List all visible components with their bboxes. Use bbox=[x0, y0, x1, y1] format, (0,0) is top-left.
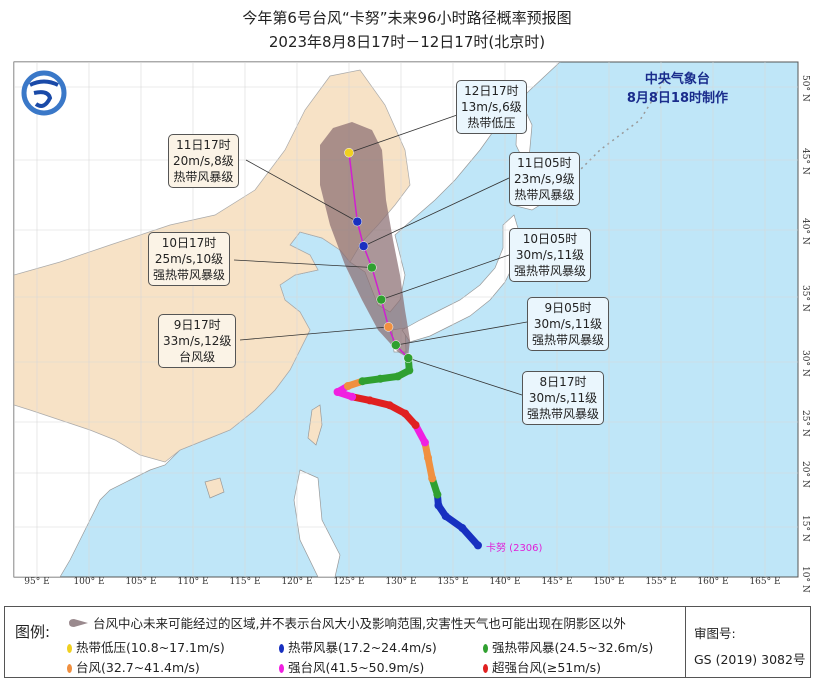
lon-tick-label: 150° E bbox=[593, 577, 625, 587]
lon-tick-label: 165° E bbox=[749, 577, 781, 587]
lon-tick-label: 140° E bbox=[489, 577, 521, 587]
callout-leader bbox=[381, 254, 510, 300]
lat-tick-label: 25° N bbox=[800, 410, 810, 437]
callout-8-17: 8日17时 30m/s,11级 强热带风暴级 bbox=[522, 371, 605, 425]
past-track-point bbox=[358, 377, 367, 386]
legend-item-ty: 台风(32.7~41.4m/s) bbox=[67, 657, 200, 676]
callout-10-05: 10日05时 30m/s,11级 强热带风暴级 bbox=[509, 228, 592, 282]
forecast-point bbox=[391, 340, 401, 350]
past-track-point bbox=[424, 453, 433, 462]
callout-leader bbox=[408, 357, 523, 396]
past-track-point bbox=[433, 490, 442, 499]
forecast-point bbox=[367, 262, 377, 273]
map-subtitle: 2023年8月8日17时－12日17时(北京时) bbox=[268, 33, 546, 51]
issue-time: 8月8日18时制作 bbox=[626, 91, 728, 106]
forecast-point bbox=[358, 241, 369, 251]
lat-tick-label: 35° N bbox=[800, 285, 810, 312]
forecast-point bbox=[352, 216, 363, 227]
agency-stamp: 中央气象台 8月8日18时制作 bbox=[627, 70, 728, 108]
legend: 图例: 台风中心未来可能经过的区域,并不表示台风大小及影响范围,灾害性天气也可能… bbox=[4, 606, 811, 678]
legend-item-td: 热带低压(10.8~17.1m/s) bbox=[67, 637, 225, 656]
past-track-point bbox=[343, 382, 352, 390]
cone-swatch-icon bbox=[69, 619, 88, 627]
forecast-point bbox=[403, 353, 414, 363]
past-track-point bbox=[411, 421, 420, 430]
storm-category-icon bbox=[67, 644, 72, 653]
callout-11-05: 11日05时 23m/s,9级 热带风暴级 bbox=[509, 152, 580, 206]
lat-tick-label: 15° N bbox=[800, 515, 810, 542]
storm-category-icon bbox=[279, 664, 284, 673]
callout-leader bbox=[245, 159, 358, 222]
lon-tick-label: 125° E bbox=[333, 577, 365, 587]
typhoon-name-label: 卡努 (2306) bbox=[486, 543, 543, 554]
storm-category-icon bbox=[67, 664, 72, 673]
callout-10-17: 10日17时 25m/s,10级 强热带风暴级 bbox=[148, 232, 231, 286]
lon-tick-label: 110° E bbox=[177, 577, 209, 587]
lon-tick-label: 120° E bbox=[281, 577, 313, 587]
storm-category-icon bbox=[483, 644, 488, 653]
past-track-point bbox=[365, 396, 374, 405]
cma-logo bbox=[21, 70, 67, 116]
past-track-point bbox=[385, 401, 394, 410]
lon-tick-label: 145° E bbox=[541, 577, 573, 587]
storm-category-icon bbox=[279, 644, 284, 653]
land-philippines bbox=[293, 469, 341, 577]
forecast-point bbox=[376, 294, 386, 305]
callout-leader bbox=[239, 326, 389, 341]
legend-item-sty: 强台风(41.5~50.9m/s) bbox=[279, 657, 424, 676]
callout-12-17: 12日17时 13m/s,6级 热带低压 bbox=[456, 80, 527, 134]
forecast-point bbox=[383, 322, 394, 332]
lon-tick-label: 115° E bbox=[229, 577, 261, 587]
callout-9-05: 9日05时 30m/s,11级 强热带风暴级 bbox=[527, 297, 610, 351]
callout-leader bbox=[395, 321, 528, 346]
legend-item-superty: 超强台风(≥51m/s) bbox=[483, 657, 601, 676]
probability-cone bbox=[320, 122, 410, 358]
lat-tick-label: 50° N bbox=[800, 75, 810, 102]
land-hainan bbox=[204, 477, 225, 499]
forecast-points bbox=[344, 147, 414, 363]
callout-9-17: 9日17时 33m/s,12级 台风级 bbox=[158, 314, 237, 368]
past-track-point bbox=[348, 392, 357, 401]
callout-leader bbox=[363, 177, 510, 247]
legend-cone: 台风中心未来可能经过的区域,并不表示台风大小及影响范围,灾害性天气也可能出现在阴… bbox=[67, 613, 626, 632]
callout-11-17: 11日17时 20m/s,8级 热带风暴级 bbox=[168, 134, 239, 188]
lon-tick-label: 160° E bbox=[697, 577, 729, 587]
past-track-point bbox=[428, 474, 437, 483]
land-honshu bbox=[401, 214, 521, 343]
graticule bbox=[14, 62, 798, 577]
lon-tick-label: 95° E bbox=[24, 577, 50, 587]
legend-item-sts: 强热带风暴(24.5~32.6m/s) bbox=[483, 637, 653, 656]
storm-category-icon bbox=[483, 664, 488, 673]
past-track-point bbox=[333, 388, 342, 396]
past-track-point bbox=[405, 366, 414, 375]
map-title: 今年第6号台风“卡努”未来96小时路径概率预报图 bbox=[242, 9, 572, 27]
track bbox=[333, 354, 482, 550]
land-taiwan bbox=[307, 404, 323, 446]
legend-item-ts: 热带风暴(17.2~24.4m/s) bbox=[279, 637, 437, 656]
lat-tick-label: 10° N bbox=[800, 566, 810, 593]
approval: 审图号: GS (2019) 3082号 bbox=[685, 607, 805, 677]
past-track-point bbox=[420, 438, 429, 447]
past-track-point bbox=[473, 541, 482, 550]
legend-title: 图例: bbox=[15, 623, 51, 641]
past-track-point bbox=[434, 501, 443, 510]
forecast-point bbox=[344, 147, 354, 158]
lat-tick-label: 20° N bbox=[800, 461, 810, 488]
past-track-point bbox=[458, 524, 467, 533]
agency-name: 中央气象台 bbox=[644, 72, 710, 87]
lon-tick-label: 100° E bbox=[73, 577, 105, 587]
past-track-point bbox=[441, 512, 450, 521]
past-track-point bbox=[376, 374, 385, 383]
past-track-point bbox=[393, 372, 402, 381]
lon-tick-label: 130° E bbox=[385, 577, 417, 587]
lon-tick-label: 135° E bbox=[437, 577, 469, 587]
lon-tick-label: 155° E bbox=[645, 577, 677, 587]
past-track-point bbox=[401, 409, 410, 418]
lat-tick-label: 45° N bbox=[800, 148, 810, 175]
lon-tick-label: 105° E bbox=[125, 577, 157, 587]
lat-tick-label: 30° N bbox=[800, 350, 810, 377]
lat-tick-label: 40° N bbox=[800, 218, 810, 245]
callout-leader bbox=[233, 259, 372, 268]
